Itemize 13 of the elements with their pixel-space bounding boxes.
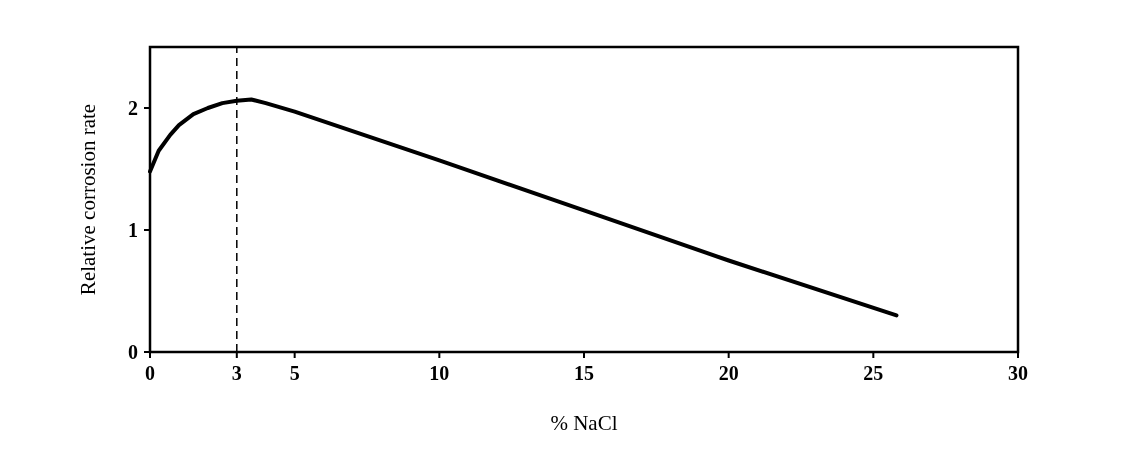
y-tick-label: 1 <box>128 219 138 241</box>
y-axis-title: Relative corrosion rate <box>76 103 100 296</box>
x-tick-label: 15 <box>574 362 594 384</box>
x-tick-label: 20 <box>718 362 739 384</box>
x-tick-label: 3 <box>231 362 242 384</box>
x-tick-label: 0 <box>145 362 155 384</box>
x-tick-label: 10 <box>429 362 450 384</box>
x-axis-title: % NaCl <box>550 411 618 435</box>
x-tick-label: 30 <box>1008 362 1028 384</box>
x-tick-label: 25 <box>863 362 884 384</box>
y-tick-label: 2 <box>128 97 138 119</box>
y-tick-label: 0 <box>128 341 138 363</box>
x-tick-label: 5 <box>289 362 300 384</box>
